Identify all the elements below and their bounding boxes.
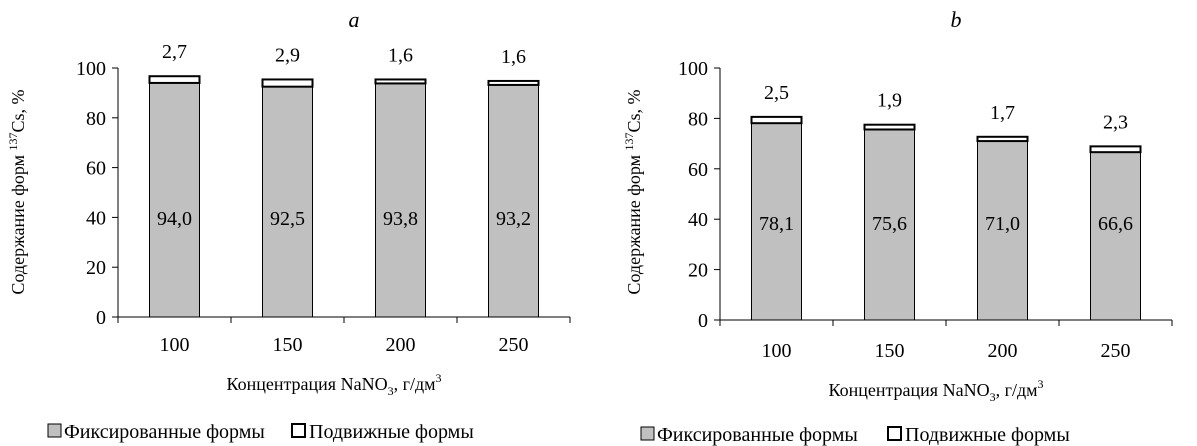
bar-mobile-200 <box>374 78 427 85</box>
data-label-mobile-250: 2,3 <box>1103 111 1128 133</box>
y-tick-label: 60 <box>86 158 106 180</box>
legend-swatch-mobile <box>887 426 902 441</box>
x-axis-label: Концентрация NaNO3, г/дм3 <box>226 371 441 398</box>
data-label-mobile-200: 1,6 <box>388 44 413 66</box>
data-label-fixed-100: 78,1 <box>759 213 794 235</box>
chart-panel-b: b 0 20 40 60 80 100 78,1 2,5 100 75,6 1,9 150 71,0 1,7… <box>622 7 1173 446</box>
bar-fixed-100 <box>149 82 200 318</box>
x-tick-label-200: 200 <box>386 334 416 356</box>
bar-mobile-150 <box>261 78 314 88</box>
y-axis-label: Содержание форм 137Cs, % <box>622 89 644 294</box>
x-tick-label-250: 250 <box>1101 340 1131 362</box>
legend: Фиксированные формы Подвижные формы <box>640 424 1070 446</box>
data-label-mobile-250: 1,6 <box>501 46 526 68</box>
data-label-fixed-250: 93,2 <box>496 208 531 230</box>
y-tick-label: 60 <box>688 159 708 181</box>
x-tick-label-150: 150 <box>273 334 303 356</box>
legend: Фиксированные формы Подвижные формы <box>47 421 474 443</box>
chart-title: b <box>951 7 962 32</box>
x-axis-label: Концентрация NaNO3, г/дм3 <box>828 377 1043 404</box>
x-tick-label-100: 100 <box>762 340 792 362</box>
data-label-fixed-150: 75,6 <box>872 213 907 235</box>
y-tick-label: 20 <box>688 260 708 282</box>
bar-fixed-250 <box>1090 151 1141 321</box>
bar-mobile-250 <box>1089 145 1142 154</box>
legend-label-mobile: Подвижные формы <box>309 421 474 443</box>
y-axis-label: Содержание форм 137Cs, % <box>6 89 28 294</box>
y-tick-label: 0 <box>698 310 708 332</box>
bar-mobile-100 <box>750 115 803 125</box>
bar-fixed-200 <box>375 82 426 318</box>
bar-mobile-200 <box>976 135 1029 143</box>
bar-mobile-250 <box>487 79 540 86</box>
x-tick-label-200: 200 <box>988 340 1018 362</box>
legend-swatch-mobile <box>291 423 306 438</box>
y-tick-label: 40 <box>688 209 708 231</box>
y-tick-label: 20 <box>86 257 106 279</box>
bar-fixed-150 <box>864 128 915 321</box>
bar-fixed-200 <box>977 140 1028 321</box>
data-label-fixed-200: 93,8 <box>383 208 418 230</box>
bar-mobile-100 <box>148 75 201 84</box>
x-tick-label-250: 250 <box>499 334 529 356</box>
y-tick-label: 100 <box>76 58 106 80</box>
bar-fixed-100 <box>751 122 802 321</box>
data-label-mobile-150: 2,9 <box>275 44 300 66</box>
chart-title: a <box>349 7 360 32</box>
bar-fixed-250 <box>488 84 539 318</box>
legend-label-fixed: Фиксированные формы <box>657 424 858 446</box>
bar-fixed-150 <box>262 86 313 318</box>
chart-panel-a: a 0 20 40 60 80 100 94,0 2,7 100 92,5 2,9 150 93,8 1,6… <box>6 7 571 443</box>
y-tick-label: 0 <box>96 307 106 329</box>
y-tick-label: 80 <box>86 108 106 130</box>
data-label-fixed-100: 94,0 <box>157 208 192 230</box>
data-label-mobile-100: 2,7 <box>162 41 187 63</box>
legend-label-mobile: Подвижные формы <box>905 424 1070 446</box>
data-label-fixed-150: 92,5 <box>270 208 305 230</box>
data-label-mobile-200: 1,7 <box>990 102 1015 124</box>
data-label-fixed-200: 71,0 <box>985 213 1020 235</box>
data-label-mobile-150: 1,9 <box>877 90 902 112</box>
x-tick-label-150: 150 <box>875 340 905 362</box>
x-tick-label-100: 100 <box>160 334 190 356</box>
y-tick-label: 40 <box>86 207 106 229</box>
y-tick-label: 80 <box>688 108 708 130</box>
data-label-fixed-250: 66,6 <box>1098 213 1133 235</box>
y-tick-label: 100 <box>678 58 708 80</box>
legend-swatch-fixed <box>640 426 655 441</box>
data-label-mobile-100: 2,5 <box>764 82 789 104</box>
bar-mobile-150 <box>863 123 916 131</box>
legend-swatch-fixed <box>47 423 62 438</box>
legend-label-fixed: Фиксированные формы <box>64 421 265 443</box>
